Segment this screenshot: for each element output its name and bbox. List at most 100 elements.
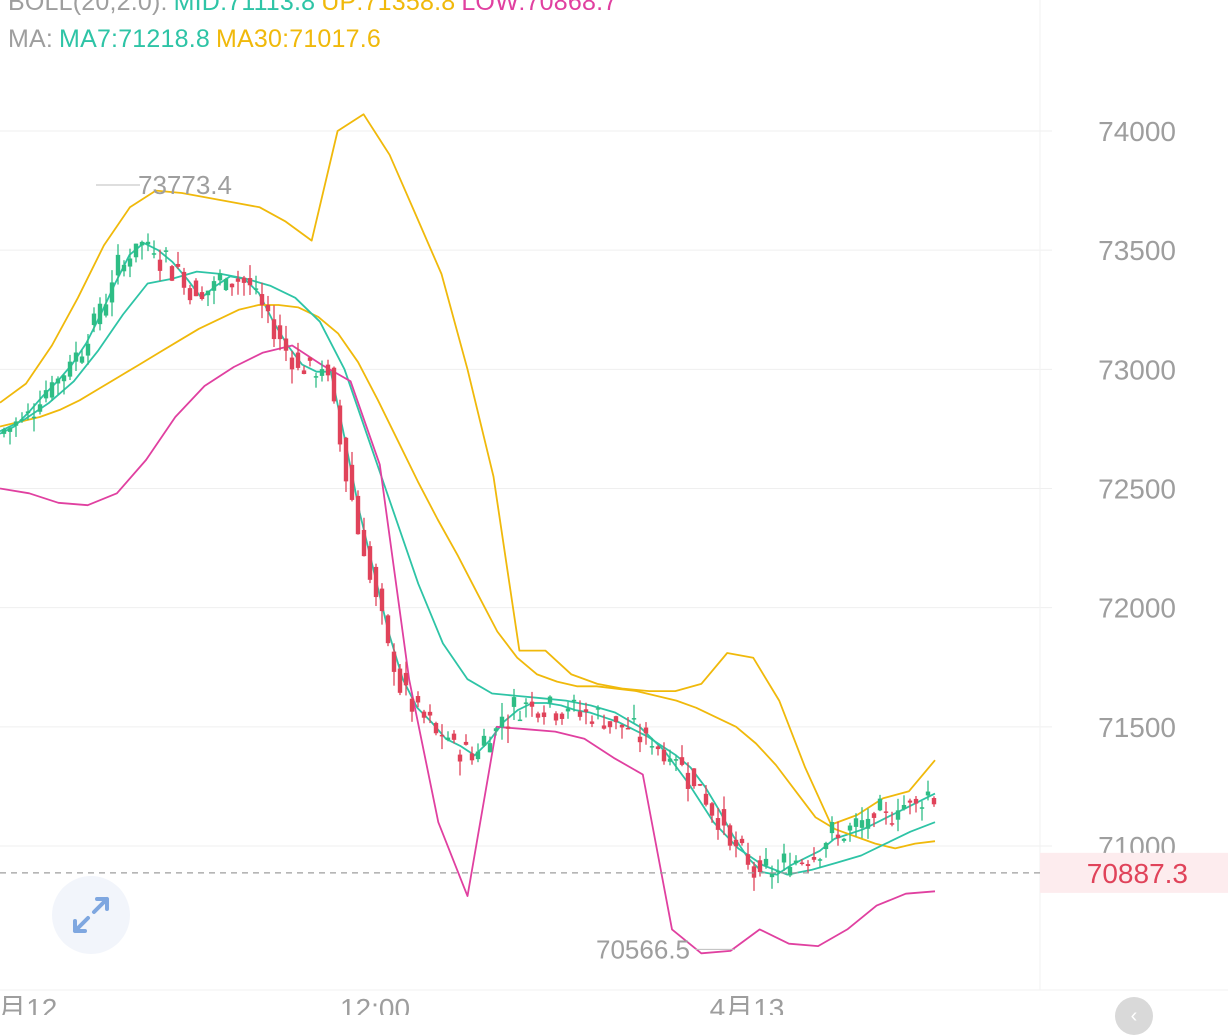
candle-body [205, 290, 211, 296]
candle [679, 745, 685, 767]
candle [469, 746, 475, 765]
candle [721, 796, 727, 836]
candle [793, 855, 799, 866]
candle [565, 701, 571, 719]
candle-body [565, 708, 571, 712]
current-price-marker: 70887.3 [0, 852, 1228, 893]
candle-body [559, 713, 565, 719]
candle-body [109, 282, 115, 303]
candle [865, 808, 871, 839]
candle [829, 816, 835, 841]
candle [169, 264, 175, 282]
candle [337, 399, 343, 452]
y-tick-label: 73500 [1098, 235, 1176, 266]
candle [91, 307, 97, 333]
candle-body [847, 825, 853, 831]
candle [265, 295, 271, 324]
candle-body [799, 862, 805, 865]
y-tick-label: 73000 [1098, 354, 1176, 385]
candle-body [793, 860, 799, 864]
candle-body [907, 800, 913, 803]
candle [145, 233, 151, 252]
candle-body [865, 818, 871, 829]
candle-body [607, 721, 613, 728]
candle [133, 243, 139, 263]
candle-body [895, 810, 901, 820]
boll-low-value: LOW:70868.7 [461, 0, 618, 16]
candle-body [703, 793, 709, 805]
candle-body [583, 709, 589, 712]
candle-body [661, 749, 667, 762]
candle [733, 831, 739, 858]
candle [655, 745, 661, 756]
candle-body [85, 343, 91, 356]
candle [409, 696, 415, 722]
candle-body [595, 708, 601, 710]
candle [889, 811, 895, 827]
candle-body [697, 784, 703, 786]
candle-body [451, 733, 457, 740]
x-tick-label: 12:00 [340, 993, 410, 1015]
candle [925, 780, 931, 801]
candle-body [823, 842, 829, 850]
candle [223, 277, 229, 292]
candle-body [181, 271, 187, 288]
candle [595, 705, 601, 720]
candle [649, 737, 655, 755]
line-boll-low [0, 344, 936, 955]
chart-grid [0, 0, 1228, 991]
candle [79, 350, 85, 364]
candle-body [217, 273, 223, 281]
candle-body [367, 546, 373, 580]
candle [763, 848, 769, 869]
ma30-value: MA30:71017.6 [215, 25, 381, 53]
candle [571, 694, 577, 712]
candle [103, 293, 109, 318]
candle-body [301, 370, 307, 374]
candle [151, 240, 157, 259]
candle-body [295, 352, 301, 368]
candle [391, 643, 397, 686]
candle-body [829, 822, 835, 834]
candle [385, 614, 391, 647]
candle [397, 664, 403, 696]
candle-body [679, 757, 685, 765]
expand-button[interactable] [52, 876, 130, 954]
candle [241, 275, 247, 296]
candle-body [763, 858, 769, 866]
candle [871, 811, 877, 828]
candle-body [79, 356, 85, 363]
candle-body [499, 716, 505, 728]
candle-body [313, 376, 319, 378]
candle [529, 691, 535, 717]
candle-body [253, 288, 259, 290]
candle [709, 801, 715, 823]
candle-body [199, 292, 205, 299]
candle [289, 350, 295, 384]
candle [403, 661, 409, 696]
candle [463, 734, 469, 746]
candle-body [553, 713, 559, 721]
candle-body [307, 357, 313, 361]
candle [931, 796, 937, 807]
candle-body [25, 411, 31, 414]
candle-body [505, 726, 511, 729]
candle-body [241, 277, 247, 283]
candle-body [751, 866, 757, 878]
candle [799, 859, 805, 866]
candle [253, 275, 259, 295]
candle-body [571, 699, 577, 702]
candle [67, 354, 73, 381]
candle-body [769, 873, 775, 878]
candle [181, 267, 187, 295]
candle [7, 427, 13, 445]
candle [841, 837, 847, 843]
candle-body [145, 241, 151, 245]
candle-body [511, 697, 517, 707]
candle [205, 290, 211, 307]
chevron-icon[interactable]: ‹ [1115, 997, 1153, 1035]
candle [619, 724, 625, 739]
candle [667, 749, 673, 766]
candle [475, 743, 481, 763]
